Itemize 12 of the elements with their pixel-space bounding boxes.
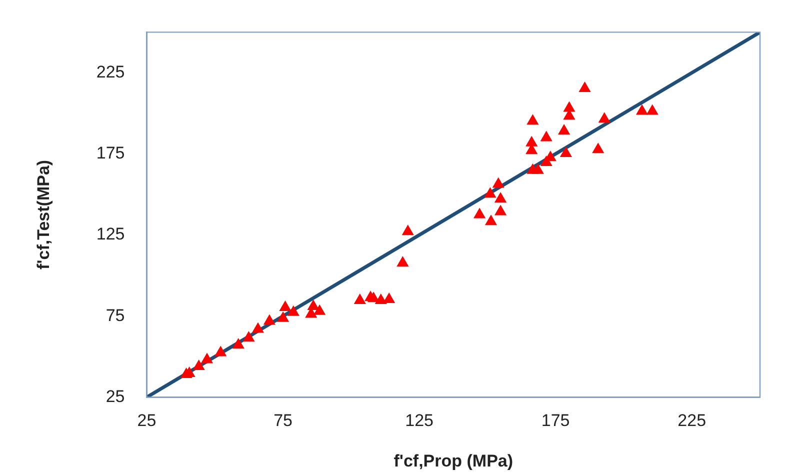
x-tick-label: 175	[541, 411, 570, 430]
y-tick-label: 125	[96, 224, 125, 244]
y-axis-title: f'cf,Test(MPa)	[34, 160, 53, 270]
x-tick-label: 75	[274, 411, 292, 430]
y-tick-label: 175	[96, 144, 125, 163]
x-tick-label: 125	[405, 411, 434, 430]
y-tick-label: 225	[96, 62, 125, 82]
y-tick-label: 25	[106, 386, 125, 406]
x-axis-title: f'cf,Prop (MPa)	[394, 451, 514, 470]
x-tick-label: 25	[137, 411, 156, 430]
y-tick-label: 75	[106, 306, 125, 325]
x-tick-label: 225	[678, 411, 706, 430]
